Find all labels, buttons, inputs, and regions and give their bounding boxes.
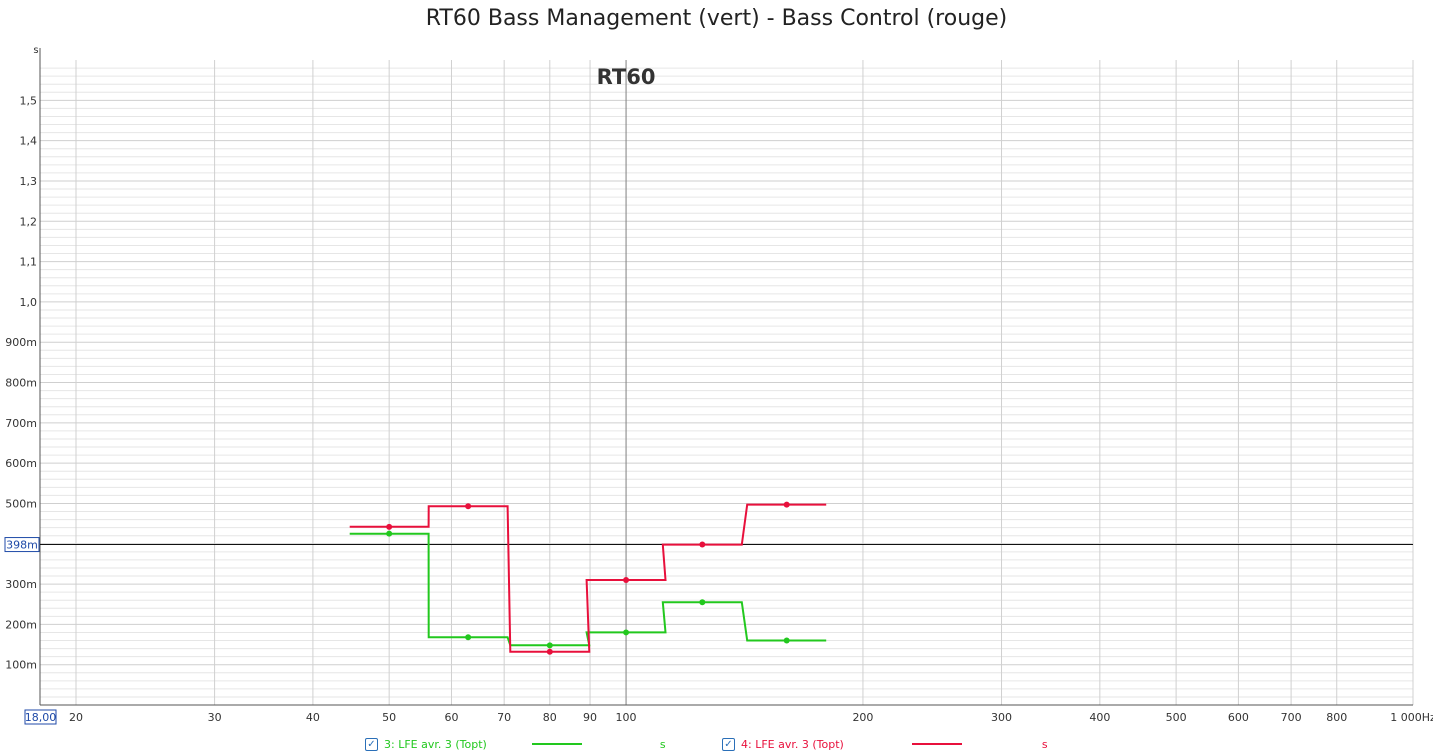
data-point (623, 577, 630, 584)
series-line-4 (349, 503, 827, 653)
legend-label: 4: LFE avr. 3 (Topt) (741, 737, 844, 751)
data-point (465, 634, 472, 641)
y-tick-label: 800m (5, 377, 37, 390)
legend-label: 3: LFE avr. 3 (Topt) (384, 737, 487, 751)
x-tick-label: 400 (1089, 711, 1110, 724)
x-tick-label: 500 (1166, 711, 1187, 724)
y-tick-label: 1,2 (20, 215, 38, 228)
data-point (783, 637, 790, 644)
data-point (623, 629, 630, 636)
y-unit-label: s (33, 45, 38, 56)
y-tick-label: 1,5 (20, 94, 38, 107)
checkbox-icon[interactable]: ✓ (365, 737, 378, 751)
rt60-chart[interactable]: 100m 200m 300m 500m 600m 700m 800m 900m 1,0 1,1 1,… (0, 0, 1433, 734)
y-tick-label: 1,4 (20, 135, 38, 148)
y-tick-label: 300m (5, 578, 37, 591)
data-point (386, 530, 393, 537)
x-tick-label: 1 000Hz (1390, 711, 1433, 724)
data-point (546, 648, 553, 655)
x-tick-label: 50 (382, 711, 396, 724)
y-tick-label: 200m (5, 618, 37, 631)
x-tick-label: 60 (444, 711, 458, 724)
legend-unit: s (659, 737, 666, 751)
data-point (783, 501, 790, 508)
data-point (546, 642, 553, 649)
y-tick-label: 600m (5, 457, 37, 470)
legend-swatch (911, 743, 962, 745)
x-tick-label: 200 (852, 711, 873, 724)
y-tick-label: 1,1 (20, 256, 38, 269)
x-tick-label: 40 (306, 711, 320, 724)
data-point (699, 599, 706, 606)
checkbox-icon[interactable]: ✓ (722, 737, 735, 751)
x-start-label: 18,00 (25, 711, 57, 724)
x-tick-label: 80 (543, 711, 557, 724)
data-point (386, 523, 393, 530)
plot-inner-title: RT60 (597, 65, 656, 89)
x-tick-label: 800 (1326, 711, 1347, 724)
legend-item-series-4[interactable]: ✓ 4: LFE avr. 3 (Topt) s (722, 736, 1048, 752)
data-point (699, 541, 706, 548)
x-tick-label: 90 (583, 711, 597, 724)
cursor-label: 398m (6, 539, 38, 552)
legend-swatch (531, 743, 582, 745)
x-tick-label: 300 (991, 711, 1012, 724)
y-tick-label: 700m (5, 417, 37, 430)
y-tick-label: 500m (5, 497, 37, 510)
cursor-box (4, 537, 40, 553)
y-tick-label: 100m (5, 659, 37, 672)
y-tick-label: 1,3 (20, 175, 38, 188)
x-tick-label: 30 (208, 711, 222, 724)
legend-item-series-3[interactable]: ✓ 3: LFE avr. 3 (Topt) s (365, 736, 666, 752)
x-tick-label: 100 (616, 711, 637, 724)
x-tick-label: 70 (497, 711, 511, 724)
x-tick-label: 600 (1228, 711, 1249, 724)
y-tick-label: 900m (5, 336, 37, 349)
x-start-box (24, 709, 57, 725)
x-tick-label: 700 (1281, 711, 1302, 724)
legend-unit: s (1041, 737, 1048, 751)
y-tick-label: 1,0 (20, 296, 38, 309)
data-point (465, 503, 472, 510)
chart-title: RT60 Bass Management (vert) - Bass Contr… (425, 6, 1008, 31)
x-tick-label: 20 (69, 711, 83, 724)
